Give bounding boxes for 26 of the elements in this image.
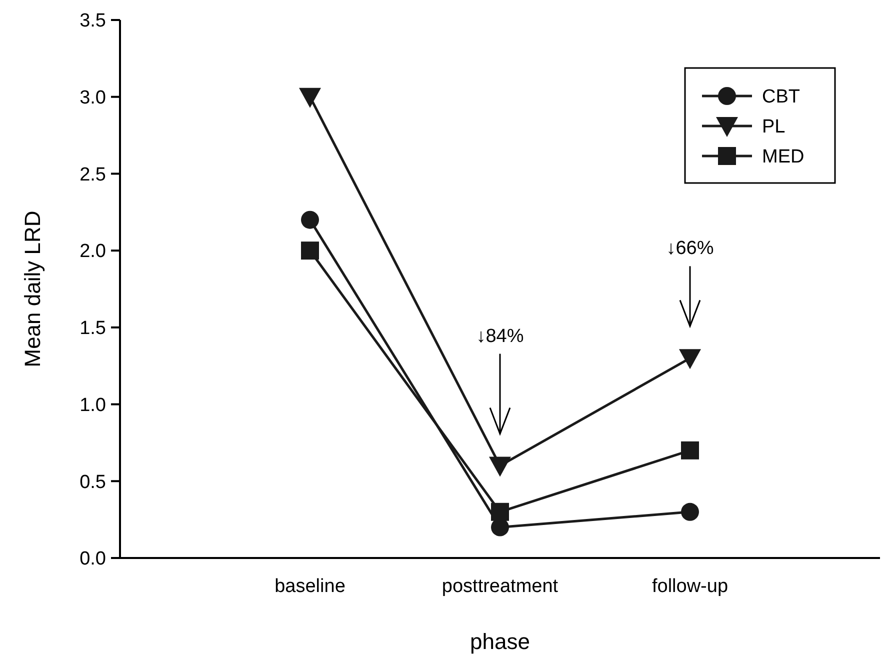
- annotation: ↓84%: [476, 326, 524, 347]
- x-tick-label: follow-up: [652, 576, 728, 597]
- y-tick-label: 1.5: [80, 318, 106, 340]
- y-tick-label: 3.5: [80, 10, 106, 32]
- annotation: ↓66%: [666, 238, 714, 260]
- point: [301, 210, 319, 229]
- legend-label: CBT: [762, 86, 800, 108]
- point: [491, 502, 509, 521]
- point: [679, 349, 701, 370]
- point: [489, 456, 511, 477]
- point: [299, 88, 321, 108]
- point: [681, 502, 699, 521]
- y-tick-label: 3.0: [80, 88, 106, 109]
- y-tick-label: 2.0: [80, 241, 106, 262]
- x-tick-label: baseline: [274, 576, 346, 597]
- legend-label: MED: [762, 146, 804, 168]
- legend-label: PL: [762, 116, 786, 138]
- y-tick-label: 0.5: [80, 472, 106, 493]
- point: [681, 441, 699, 460]
- x-axis-title: phase: [470, 629, 530, 654]
- y-axis-title: Mean daily LRD: [20, 210, 45, 368]
- y-tick-label: 0.0: [80, 548, 106, 570]
- x-tick-label: posttreatment: [442, 576, 559, 597]
- y-tick-label: 2.5: [80, 164, 106, 186]
- y-tick-label: 1.0: [80, 394, 106, 416]
- point: [301, 242, 319, 260]
